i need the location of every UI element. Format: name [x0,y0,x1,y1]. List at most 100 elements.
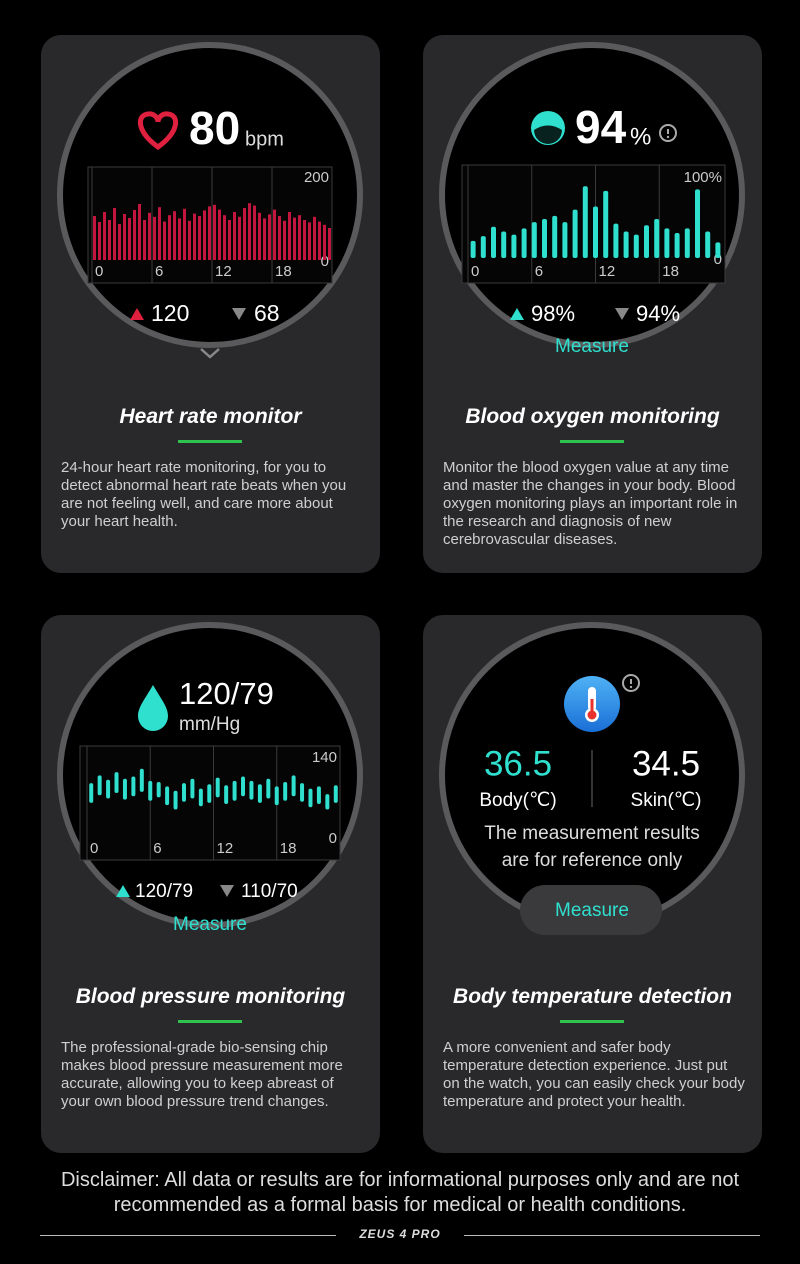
bar [705,231,711,258]
note: The measurement results [484,823,699,844]
y-tick-label: 100% [684,169,722,186]
thermometer-icon [590,699,594,713]
bar [562,222,568,258]
range-bar [291,775,296,797]
bar [238,216,241,260]
range-bar [283,782,288,801]
info-icon [666,135,670,139]
range-bar [249,780,254,800]
range-bar [232,780,237,801]
x-tick-label: 0 [90,840,98,857]
bar [521,228,527,258]
heart-rate-unit: bpm [245,128,284,150]
bar [480,236,486,258]
card-description: The professional-grade bio-sensing chip … [61,1039,343,1110]
brand-logo: ZEUS 4 PRO [359,1227,441,1241]
y-tick-label: 200 [304,169,329,186]
bar [153,216,156,260]
bar [148,212,151,260]
min-icon [615,308,629,320]
bar [303,220,306,260]
range-bar [181,783,186,802]
pressure-value: 120/79 [179,676,274,711]
range-bar [148,780,153,801]
bar [511,234,517,258]
min-icon [220,885,234,897]
bar [248,203,251,260]
y-tick-label: 0 [329,830,337,847]
bar [113,208,116,260]
bar [223,215,226,260]
card-description: A more convenient and safer body tempera… [443,1039,745,1110]
bar [268,214,271,260]
measure-button[interactable]: Measure [173,914,247,935]
card: 94% 0 6 12 18 0 100% 98% 94% Measure Blood oxygen… [423,35,762,573]
range-bar [106,779,111,799]
max-value: 98% [531,301,575,326]
range-bar [241,776,246,797]
note: are for reference only [502,850,683,871]
body-temp-value: 36.5 [484,744,552,783]
bar [228,220,231,260]
underline [560,1020,624,1023]
bar [593,206,598,258]
range-bar [300,783,305,802]
oxygen-value: 94 [575,101,627,153]
range-bar [173,790,178,810]
watch: 80 bpm 0 6 12 18 0 200 120 68 [57,42,363,359]
measure-button[interactable]: Measure [555,336,629,357]
skin-temp-label: Skin(℃) [631,790,702,811]
bar [208,206,211,260]
range-bar [266,778,271,799]
bar [138,204,141,260]
bar [213,204,216,260]
min-value: 110/70 [241,881,298,902]
bar [258,212,261,260]
bar [128,218,131,260]
card-title: Blood oxygen monitoring [465,405,720,428]
card: 80 bpm 0 6 12 18 0 200 120 68 Heart rate monitor … [41,35,380,573]
range-bar [316,786,321,804]
divider [464,1235,760,1236]
x-tick-label: 0 [471,263,479,280]
x-tick-label: 6 [535,263,543,280]
y-tick-label: 140 [312,749,337,766]
bar [158,207,161,260]
y-tick-label: 0 [321,253,329,270]
bar [253,205,256,260]
measure-button[interactable]: Measure [555,900,629,921]
bar [470,240,476,258]
watch: 94 % 0 6 12 18 0 100% 98% 94% Measure [439,42,745,357]
bar [293,217,296,260]
bar [263,218,266,260]
range-bar [224,785,229,804]
bar [98,222,101,260]
min-value: 68 [254,300,280,326]
bar [318,221,321,260]
bar [684,228,690,258]
max-value: 120/79 [135,881,193,902]
max-icon [130,308,144,320]
bar [243,208,246,260]
min-icon [232,308,246,320]
x-tick-label: 18 [275,263,292,280]
bar [623,231,629,258]
bar [695,189,700,258]
measure-button-bg[interactable] [520,885,662,935]
card-title: Heart rate monitor [119,405,302,428]
bar [143,220,146,260]
bar [572,209,578,258]
bar [108,220,111,260]
disclaimer: Disclaimer: All data or results are for … [60,1169,740,1216]
bar [552,215,558,258]
x-tick-label: 18 [662,263,679,280]
range-bar [97,775,102,796]
range-bar [131,776,136,797]
pressure-unit: mm/Hg [179,714,240,735]
bar [133,210,136,260]
range-bar [215,777,220,798]
bar [183,208,186,260]
x-tick-label: 12 [215,263,232,280]
bar [188,220,191,260]
watch: 36.5 Body(℃) 34.5 Skin(℃) The measurement re… [439,622,745,935]
